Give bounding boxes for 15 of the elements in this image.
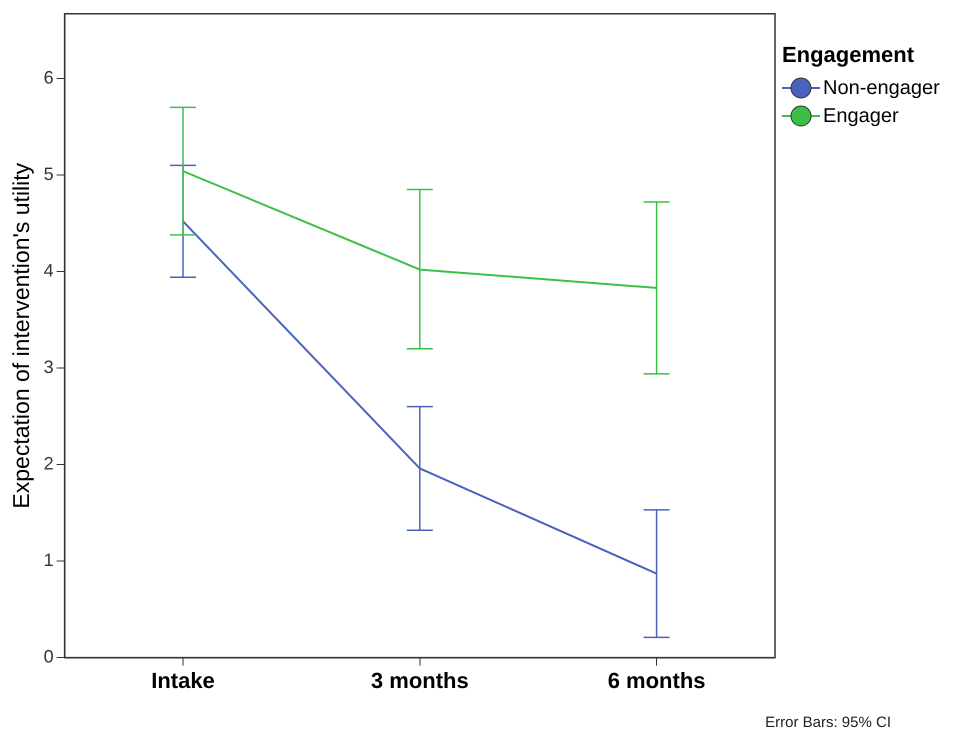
y-tick-label: 3 (44, 357, 54, 378)
y-tick-label: 2 (44, 454, 54, 474)
legend-title: Engagement (782, 42, 916, 68)
y-tick-label: 5 (44, 164, 54, 184)
y-axis-title: Expectation of intervention's utility (8, 162, 34, 509)
legend-label: Non-engager (823, 76, 940, 100)
x-tick-label: Intake (151, 668, 215, 693)
y-tick-label: 1 (44, 550, 54, 570)
legend-label: Engager (823, 104, 899, 128)
y-tick-label: 0 (44, 646, 54, 667)
y-tick-label: 4 (44, 260, 54, 280)
x-tick-label: 6 months (608, 668, 706, 693)
y-tick-label: 6 (44, 67, 54, 88)
text: Error Bars: 95% CI (765, 714, 891, 731)
x-tick-label: 3 months (370, 668, 469, 693)
